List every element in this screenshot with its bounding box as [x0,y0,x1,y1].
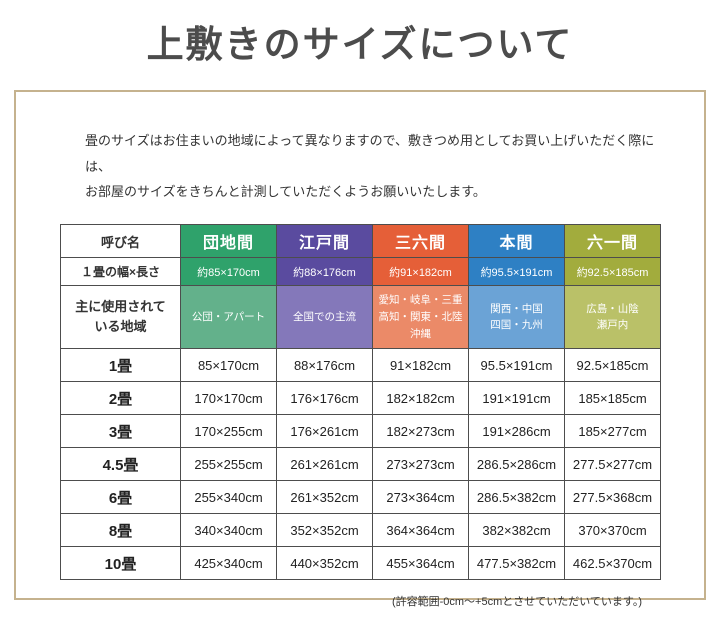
tatami-size-table: 呼び名 団地間 江戸間 三六間 本間 六一間 １畳の幅×長さ 約85×170cm… [60,224,661,581]
size-cell: 255×340cm [180,480,277,515]
width-length-row: １畳の幅×長さ 約85×170cm 約88×176cm 約91×182cm 約9… [60,257,661,287]
size-cell: 85×170cm [180,348,277,383]
region-line: 公団・アパート [191,311,266,324]
size-cell: 286.5×286cm [468,447,565,482]
column-header-honma: 本間 [468,224,565,259]
intro-text: 畳のサイズはお住まいの地域によって異なりますので、敷きつめ用としてお買い上げいた… [85,128,660,204]
size-row-label: 1畳 [60,348,181,383]
region-line: 高知・関東・北陸 [378,311,463,324]
size-cell: 182×182cm [372,381,469,416]
size-cell: 352×352cm [276,513,373,548]
size-row-4-5jo: 4.5畳 255×255cm 261×261cm 273×273cm 286.5… [60,447,661,482]
size-cell: 91×182cm [372,348,469,383]
size-cell: 191×191cm [468,381,565,416]
region-row-label: 主に使用されて いる地域 [60,285,181,350]
size-cell: 273×273cm [372,447,469,482]
width-cell: 約95.5×191cm [468,257,565,287]
size-cell: 364×364cm [372,513,469,548]
region-line: 瀬戸内 [596,319,629,332]
region-cell: 全国での主流 [276,285,373,350]
size-cell: 182×273cm [372,414,469,449]
size-cell: 95.5×191cm [468,348,565,383]
size-row-1jo: 1畳 85×170cm 88×176cm 91×182cm 95.5×191cm… [60,348,661,383]
region-line: 愛知・岐阜・三重 [378,294,463,307]
size-row-label: 10畳 [60,546,181,581]
column-header-edoma: 江戸間 [276,224,373,259]
region-line: 関西・中国 [490,302,543,315]
size-row-label: 6畳 [60,480,181,515]
intro-line-1: 畳のサイズはお住まいの地域によって異なりますので、敷きつめ用としてお買い上げいた… [85,133,655,174]
width-row-label: １畳の幅×長さ [60,257,181,287]
width-cell: 約92.5×185cm [564,257,661,287]
region-cell: 公団・アパート [180,285,277,350]
size-cell: 477.5×382cm [468,546,565,581]
width-cell: 約88×176cm [276,257,373,287]
size-row-8jo: 8畳 340×340cm 352×352cm 364×364cm 382×382… [60,513,661,548]
size-cell: 273×364cm [372,480,469,515]
size-cell: 277.5×277cm [564,447,661,482]
content-panel: 畳のサイズはお住まいの地域によって異なりますので、敷きつめ用としてお買い上げいた… [14,90,706,608]
region-line: 全国での主流 [293,311,356,324]
size-cell: 176×176cm [276,381,373,416]
size-cell: 92.5×185cm [564,348,661,383]
size-cell: 277.5×368cm [564,480,661,515]
size-row-label: 3畳 [60,414,181,449]
size-cell: 382×382cm [468,513,565,548]
region-cell: 愛知・岐阜・三重 高知・関東・北陸 沖縄 [372,285,469,350]
size-row-label: 8畳 [60,513,181,548]
size-cell: 170×255cm [180,414,277,449]
size-cell: 176×261cm [276,414,373,449]
size-row-label: 4.5畳 [60,447,181,482]
size-cell: 286.5×382cm [468,480,565,515]
size-cell: 261×352cm [276,480,373,515]
region-cell: 広島・山陰 瀬戸内 [564,285,661,350]
region-line: 四国・九州 [490,319,543,332]
region-line: 沖縄 [410,327,431,340]
region-line: 広島・山陰 [586,302,639,315]
region-label-line-1: 主に使用されて [75,299,166,315]
corner-header: 呼び名 [60,224,181,259]
size-row-3jo: 3畳 170×255cm 176×261cm 182×273cm 191×286… [60,414,661,449]
column-header-danchima: 団地間 [180,224,277,259]
size-cell: 185×185cm [564,381,661,416]
tolerance-note: (許容範囲-0cm〜+5cmとさせていただいています。) [391,596,642,609]
size-cell: 185×277cm [564,414,661,449]
region-row: 主に使用されて いる地域 公団・アパート 全国での主流 愛知・岐阜・三重 高知・… [60,285,661,350]
size-cell: 261×261cm [276,447,373,482]
size-cell: 370×370cm [564,513,661,548]
size-cell: 455×364cm [372,546,469,581]
size-cell: 170×170cm [180,381,277,416]
size-row-6jo: 6畳 255×340cm 261×352cm 273×364cm 286.5×3… [60,480,661,515]
size-cell: 88×176cm [276,348,373,383]
width-cell: 約91×182cm [372,257,469,287]
width-cell: 約85×170cm [180,257,277,287]
column-header-row: 呼び名 団地間 江戸間 三六間 本間 六一間 [60,224,661,259]
size-cell: 425×340cm [180,546,277,581]
size-cell: 462.5×370cm [564,546,661,581]
region-cell: 関西・中国 四国・九州 [468,285,565,350]
column-header-rokuichima: 六一間 [564,224,661,259]
size-cell: 191×286cm [468,414,565,449]
size-row-2jo: 2畳 170×170cm 176×176cm 182×182cm 191×191… [60,381,661,416]
column-header-sanrokuma: 三六間 [372,224,469,259]
intro-line-2: お部屋のサイズをきちんと計測していただくようお願いいたします。 [85,184,486,200]
size-cell: 340×340cm [180,513,277,548]
size-cell: 255×255cm [180,447,277,482]
size-row-label: 2畳 [60,381,181,416]
page-title: 上敷きのサイズについて [146,25,574,66]
region-label-line-2: いる地域 [94,319,147,335]
size-row-10jo: 10畳 425×340cm 440×352cm 455×364cm 477.5×… [60,546,661,581]
size-cell: 440×352cm [276,546,373,581]
